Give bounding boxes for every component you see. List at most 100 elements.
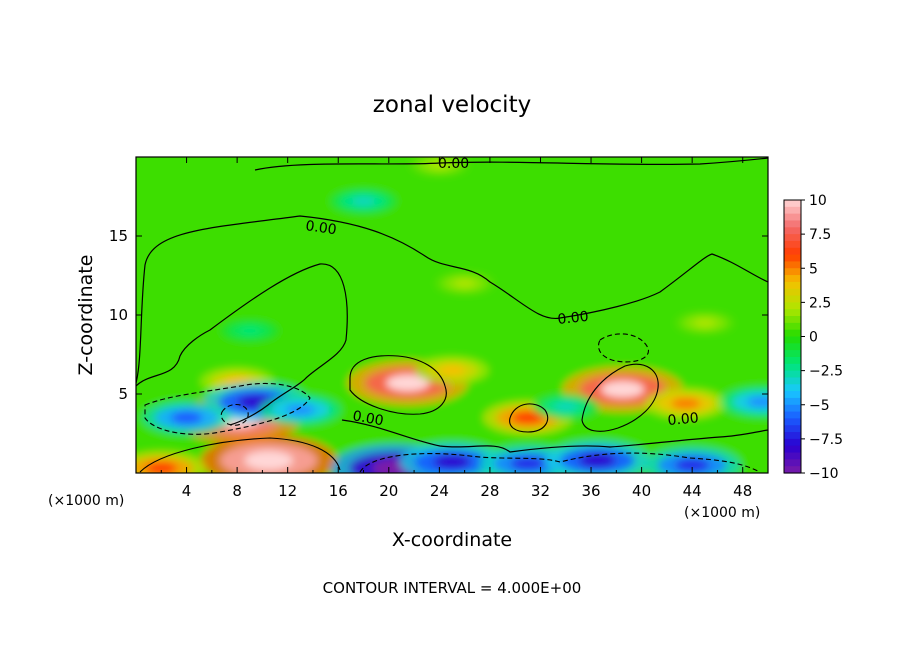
- colorbar-swatch: [784, 295, 801, 303]
- colorbar-swatch: [784, 329, 801, 338]
- colorbar-tick-label: −2.5: [809, 364, 843, 380]
- colorbar-swatch: [784, 356, 801, 365]
- colorbar-swatch: [784, 438, 801, 447]
- x-unit-label-left: (×1000 m): [48, 493, 124, 509]
- colorbar-swatch: [784, 322, 801, 331]
- colorbar-swatch: [784, 343, 801, 351]
- field-blob-core: [554, 402, 578, 412]
- field-blob-core: [674, 458, 710, 472]
- colorbar-swatch: [784, 200, 801, 208]
- x-unit-label-right: (×1000 m): [684, 505, 760, 521]
- colorbar-swatch: [784, 350, 801, 358]
- colorbar-swatch: [784, 254, 801, 263]
- field-blob-core: [438, 365, 466, 376]
- contour-label: 0.00: [557, 309, 590, 328]
- colorbar-swatch: [784, 384, 801, 392]
- x-axis-title: X-coordinate: [392, 529, 512, 551]
- colorbar-tick-label: 7.5: [809, 227, 831, 243]
- x-tick-label: 12: [278, 482, 297, 500]
- field-blob-core: [454, 279, 476, 288]
- chart-title: zonal velocity: [373, 92, 531, 118]
- zero-contour-mid: [136, 263, 348, 426]
- colorbar-swatch: [784, 363, 801, 372]
- colorbar-swatch: [784, 397, 801, 406]
- colorbar-swatch: [784, 445, 801, 454]
- field-blob-core: [433, 454, 471, 470]
- colorbar-swatch: [784, 240, 801, 249]
- colorbar-tick-label: 5: [809, 261, 818, 277]
- colorbar-swatch: [784, 275, 801, 283]
- colorbar-swatch: [784, 404, 801, 413]
- field-blob-core: [386, 374, 430, 392]
- field-blob-core: [510, 456, 546, 471]
- colorbar-swatch: [784, 459, 801, 467]
- x-tick-label: 36: [581, 482, 600, 500]
- colorbar-swatch: [784, 370, 801, 379]
- contour-label-group: 0.00 0.00 0.00 0.00 0.00: [304, 156, 699, 429]
- colorbar-swatch: [784, 336, 801, 344]
- zero-contour-upper: [136, 215, 768, 384]
- x-tick-label: 8: [232, 482, 242, 500]
- field-blob-core: [671, 397, 701, 410]
- colorbar-tick-label: 2.5: [809, 295, 831, 311]
- x-tick-label: 4: [182, 482, 192, 500]
- x-tick-label: 40: [632, 482, 651, 500]
- contour-dashed-blue-bottom: [359, 452, 761, 473]
- contour-red-blob-right: [581, 363, 659, 432]
- colorbar-swatch: [784, 247, 801, 256]
- colorbar-swatch: [784, 206, 801, 215]
- velocity-field: [136, 157, 768, 473]
- y-axis: 5 10 15: [109, 227, 768, 403]
- x-tick-label: 32: [531, 482, 550, 500]
- x-tick-label: 48: [733, 482, 752, 500]
- x-tick-label: 44: [683, 482, 702, 500]
- colorbar-swatch: [784, 213, 801, 222]
- x-tick-label: 24: [430, 482, 449, 500]
- colorbar-tick-label: −5: [809, 398, 830, 414]
- zero-contour-top: [254, 157, 768, 171]
- colorbar-swatch: [784, 452, 801, 460]
- x-tick-label: 16: [329, 482, 348, 500]
- contour-label: 0.00: [351, 408, 384, 429]
- field-blob-core: [145, 462, 178, 473]
- contour-bottom-left: [139, 437, 341, 473]
- x-axis: 4 8 12 16 20 24 28 32 36 40 44 48: [160, 157, 752, 500]
- y-axis-title: Z-coordinate: [75, 255, 97, 376]
- contour-red-blob-small: [509, 403, 549, 433]
- field-blob-core: [747, 396, 768, 408]
- colorbar-tick-label: −10: [809, 466, 839, 482]
- contour-label: 0.00: [438, 156, 469, 172]
- x-tick-label: 20: [379, 482, 398, 500]
- y-tick-label: 5: [118, 385, 128, 403]
- colorbar-swatch: [784, 220, 801, 228]
- contour-dashed-blue-left: [144, 383, 311, 435]
- field-blob-core: [244, 451, 293, 470]
- colorbar-swatch: [784, 268, 801, 276]
- colorbar: 10 7.5 5 2.5 0 −2.5 −5 −7.5 −10: [783, 193, 843, 482]
- field-blob-core: [601, 381, 645, 398]
- field-blob-core: [285, 404, 315, 416]
- colorbar-swatch: [784, 418, 801, 426]
- colorbar-swatch: [784, 411, 801, 419]
- field-blob-core: [351, 196, 376, 206]
- contour-label: 0.00: [667, 410, 699, 429]
- colorbar-swatch: [784, 466, 801, 474]
- colorbar-swatch: [784, 234, 801, 242]
- colorbar-tick-label: 10: [809, 193, 827, 209]
- colorbar-swatch: [784, 316, 801, 324]
- colorbar-swatch: [784, 261, 801, 269]
- y-tick-label: 10: [109, 306, 128, 324]
- colorbar-swatch: [784, 377, 801, 385]
- y-tick-label: 15: [109, 227, 128, 245]
- colorbar-tick-label: 0: [809, 330, 818, 346]
- colorbar-swatch: [784, 425, 801, 433]
- contour-interval-note: CONTOUR INTERVAL = 4.000E+00: [323, 579, 582, 597]
- contour-dashed-blue-ring: [220, 403, 249, 426]
- zero-contour-lower: [341, 419, 768, 453]
- colorbar-swatch: [784, 227, 801, 235]
- colorbar-swatch: [784, 302, 801, 310]
- colorbar-swatch: [784, 391, 801, 399]
- field-blob-core: [694, 318, 716, 327]
- contour-red-blob-left: [349, 355, 447, 415]
